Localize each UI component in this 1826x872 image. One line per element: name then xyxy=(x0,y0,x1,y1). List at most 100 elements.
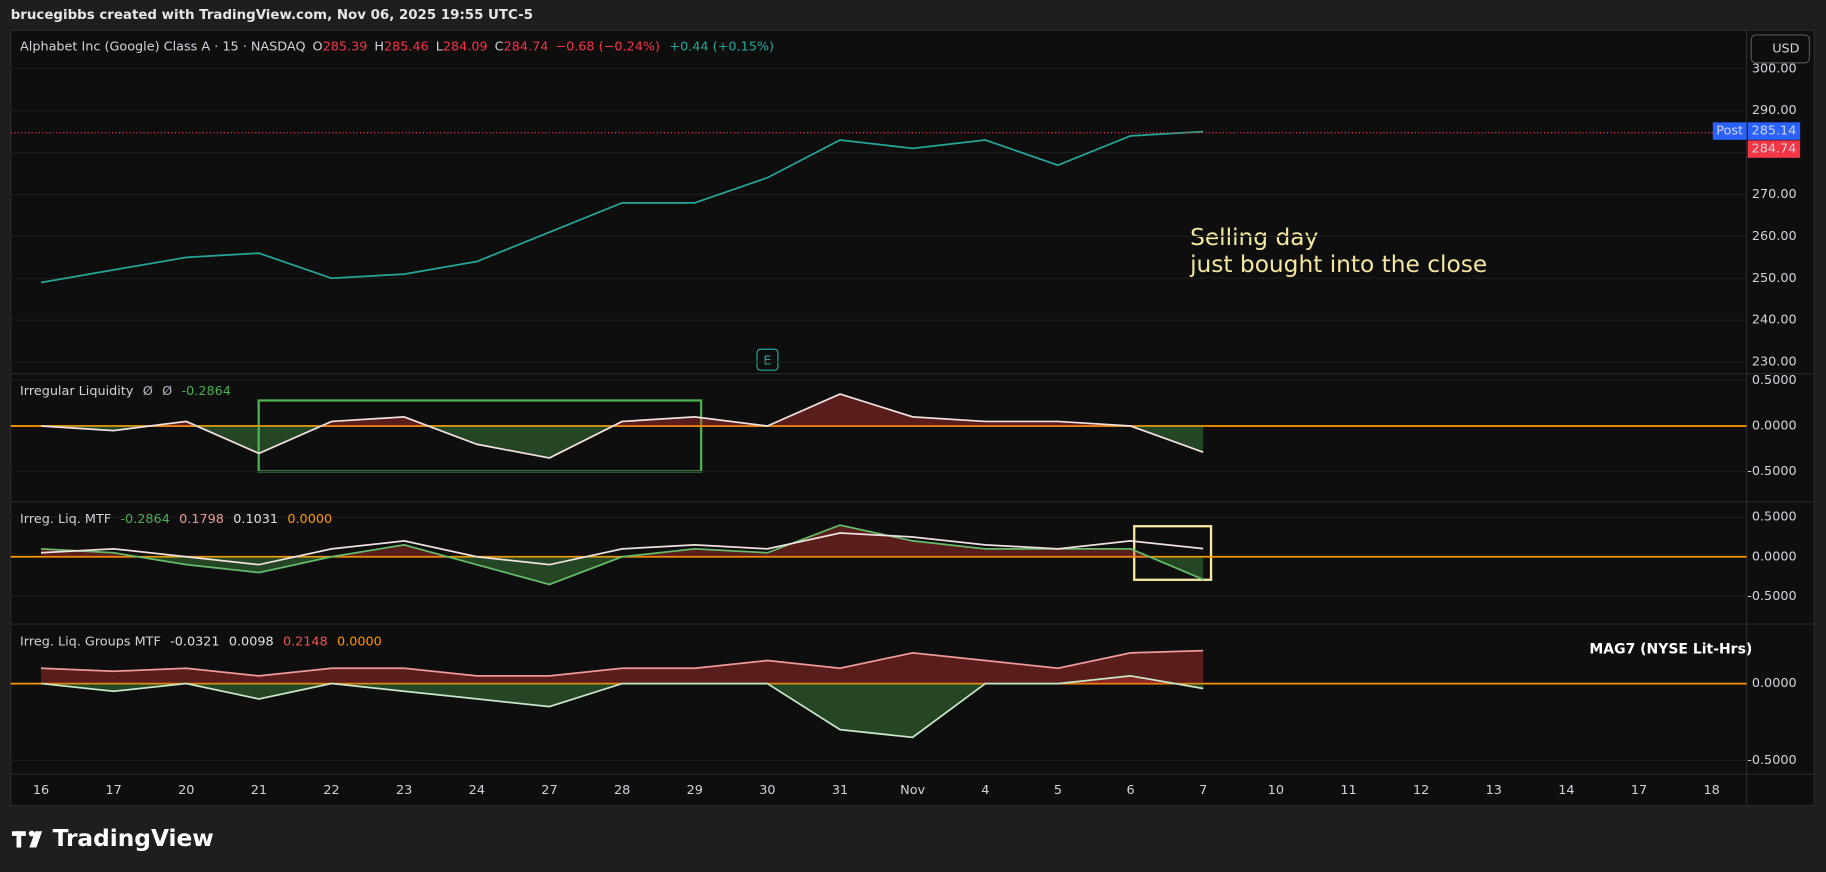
series-line xyxy=(40,524,1204,586)
x-tick-label: 13 xyxy=(1486,783,1502,798)
legend-value: 0.1031 xyxy=(233,512,278,527)
x-tick-label: 22 xyxy=(323,783,339,798)
ohlc-value: 285.39 xyxy=(323,39,368,54)
post-price-tag xyxy=(1747,122,1801,140)
x-tick-label: 21 xyxy=(251,783,267,798)
post-change: +0.44 (+0.15%) xyxy=(669,39,774,54)
ohlc-label: L xyxy=(436,39,444,54)
logo-text: TradingView xyxy=(53,825,214,852)
x-tick-label: Nov xyxy=(900,783,925,798)
ohlc-label: C xyxy=(495,39,504,54)
legend-value: 0.0000 xyxy=(337,634,382,649)
y-tick-label: 240.00 xyxy=(1752,313,1797,328)
area-negative xyxy=(41,683,1204,738)
legend-value: -0.2864 xyxy=(182,384,231,399)
y-tick-label: 230.00 xyxy=(1752,355,1797,370)
series-line xyxy=(40,649,1204,677)
x-tick-label: 18 xyxy=(1704,783,1720,798)
y-tick-label: 0.5000 xyxy=(1752,373,1797,388)
y-tick-label: 290.00 xyxy=(1752,103,1797,118)
annotation: Selling day xyxy=(1190,224,1318,251)
x-tick-label: 29 xyxy=(687,783,703,798)
legend-value: 0.0098 xyxy=(229,634,274,649)
series-line xyxy=(40,532,1204,566)
y-tick-label: -0.5000 xyxy=(1747,753,1796,768)
x-tick-label: 31 xyxy=(832,783,848,798)
logo-mark xyxy=(28,830,35,837)
y-tick-label: 0.5000 xyxy=(1752,510,1797,525)
series-line xyxy=(40,675,1204,739)
x-tick-label: 6 xyxy=(1126,783,1134,798)
ohlc-value: 284.74 xyxy=(504,39,549,54)
legend-value: 0.1798 xyxy=(179,512,224,527)
x-tick-label: 11 xyxy=(1340,783,1356,798)
last-price: 284.74 xyxy=(1752,142,1797,157)
x-tick-label: 27 xyxy=(541,783,557,798)
earnings-marker[interactable] xyxy=(756,348,779,371)
legend-value: 0.2148 xyxy=(283,634,328,649)
plots: 16 17 20 21 22 23 24 27 28 29 30 31 Nov 4 5 6 7 10 11 12 13 1… xyxy=(10,61,1801,798)
pane-title: Irregular Liquidity xyxy=(20,384,134,399)
x-tick-label: 10 xyxy=(1268,783,1284,798)
currency[interactable]: USD xyxy=(1772,41,1799,56)
y-tick-label: -0.5000 xyxy=(1747,464,1796,479)
symbol: Alphabet Inc (Google) Class A · 15 · NAS… xyxy=(20,39,306,54)
earnings-label[interactable]: E xyxy=(763,353,771,368)
chart-area xyxy=(10,29,1815,807)
pane-legend: Irregular Liquidity Ø Ø -0.2864 xyxy=(20,384,231,399)
x-tick-label: 7 xyxy=(1199,783,1207,798)
y-tick-label: 260.00 xyxy=(1752,229,1797,244)
post-price: 285.14 xyxy=(1752,124,1797,139)
y-tick-label: 300.00 xyxy=(1752,61,1797,76)
area-negative xyxy=(41,426,1204,458)
area-negative xyxy=(137,556,1204,585)
group-label: MAG7 (NYSE Lit-Hrs) xyxy=(1589,642,1752,658)
legend-value: Ø xyxy=(143,384,153,399)
legend-value: -0.0321 xyxy=(170,634,219,649)
x-tick-label: 16 xyxy=(33,783,49,798)
area-positive xyxy=(41,525,1204,557)
x-tick-label: 24 xyxy=(469,783,485,798)
y-tick-label: 270.00 xyxy=(1752,187,1797,202)
x-tick-label: 17 xyxy=(105,783,121,798)
x-tick-label: 5 xyxy=(1054,783,1062,798)
pane-legend: Irreg. Liq. Groups MTF -0.0321 0.0098 0.214… xyxy=(20,634,382,649)
post-tag xyxy=(1712,122,1747,140)
y-tick-label: 0.0000 xyxy=(1752,676,1797,691)
logo-mark xyxy=(29,831,43,848)
y-tick-label: 0.0000 xyxy=(1752,549,1797,564)
pane-title: Irreg. Liq. Groups MTF xyxy=(20,634,161,649)
annotation: just bought into the close xyxy=(1189,251,1487,278)
logo xyxy=(11,830,43,848)
x-tick-label: 12 xyxy=(1413,783,1429,798)
logo-mark xyxy=(16,831,22,848)
post-label: Post xyxy=(1716,124,1743,139)
x-tick-label: 20 xyxy=(178,783,194,798)
y-tick-label: 0.0000 xyxy=(1752,419,1797,434)
x-tick-label: 17 xyxy=(1631,783,1647,798)
x-tick-label: 28 xyxy=(614,783,630,798)
ohlc-label: H xyxy=(374,39,384,54)
pane-legend: Irreg. Liq. MTF -0.2864 0.1798 0.1031 0.0000 xyxy=(20,512,332,527)
credit: brucegibbs created with TradingView.com,… xyxy=(11,8,533,23)
ohlc-label: O xyxy=(313,39,323,54)
price-line xyxy=(40,130,1204,284)
y-tick-label: -0.5000 xyxy=(1747,589,1796,604)
area-positive xyxy=(41,650,1204,684)
y-tick-label: 250.00 xyxy=(1752,271,1797,286)
series-line xyxy=(40,393,1204,459)
highlight-box xyxy=(1133,525,1213,581)
currency-button[interactable] xyxy=(1750,34,1811,64)
pane-title: Irreg. Liq. MTF xyxy=(20,512,111,527)
legend-value: -0.2864 xyxy=(120,512,169,527)
area-positive xyxy=(41,675,1204,684)
ohlc-value: 284.09 xyxy=(443,39,488,54)
price-legend: Alphabet Inc (Google) Class A · 15 · NAS… xyxy=(20,39,774,54)
x-tick-label: 14 xyxy=(1558,783,1574,798)
change: −0.68 (−0.24%) xyxy=(555,39,660,54)
ohlc-value: 285.46 xyxy=(384,39,429,54)
legend-value: Ø xyxy=(162,384,172,399)
x-tick-label: 30 xyxy=(759,783,775,798)
